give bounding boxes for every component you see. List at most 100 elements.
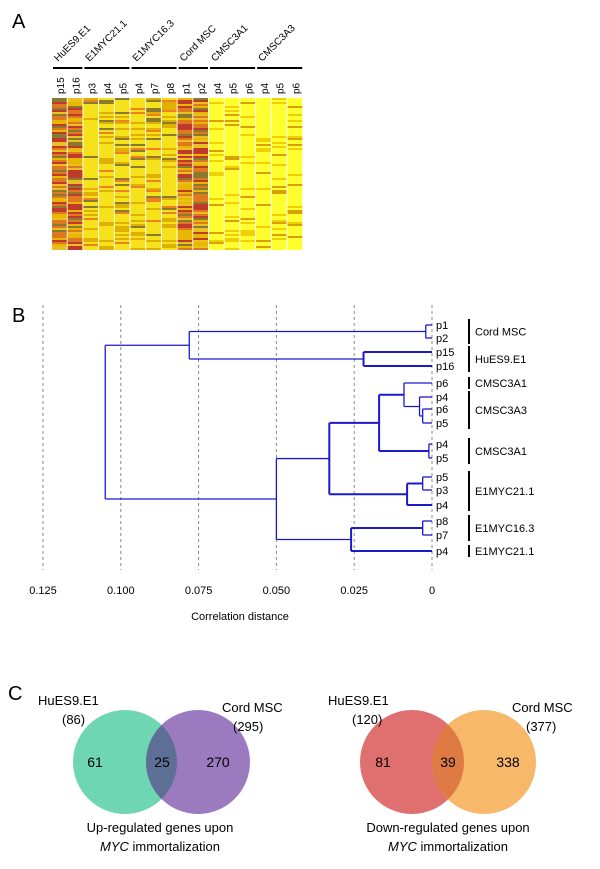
group-label: E1MYC21.1 (84, 18, 130, 64)
heatmap-stripe (146, 148, 161, 150)
heatmap-stripe (83, 198, 99, 200)
heatmap-stripe (193, 204, 208, 206)
heatmap-stripe (52, 242, 67, 244)
heatmap-stripe (67, 128, 83, 130)
heatmap-stripe (146, 158, 161, 160)
heatmap-stripe (193, 168, 208, 170)
venn-left-b-name: Cord MSC (222, 700, 283, 715)
heatmap-stripe (99, 116, 114, 118)
heatmap-stripe (287, 114, 303, 116)
passage-label: p5 (276, 82, 287, 94)
heatmap-stripe (52, 210, 67, 212)
heatmap-stripe (224, 166, 240, 168)
heatmap-stripe (99, 158, 114, 160)
heatmap-stripe (83, 100, 99, 102)
passage-label: p8 (166, 82, 177, 94)
heatmap-stripe (161, 126, 177, 128)
tick-label: 0.025 (340, 585, 368, 597)
heatmap-stripe (193, 218, 208, 220)
heatmap-stripe (130, 108, 146, 110)
heatmap-stripe (52, 140, 67, 142)
heatmap-stripe (209, 128, 224, 130)
heatmap-stripe (130, 122, 146, 124)
venn-left-b-only: 270 (206, 754, 230, 770)
heatmap-stripe (177, 206, 193, 208)
heatmap-stripe (177, 168, 193, 170)
venn-left-b-count: (295) (233, 719, 263, 734)
venn-left-caption-1: Up-regulated genes upon (87, 820, 234, 835)
heatmap-stripe (256, 204, 271, 206)
x-axis: 0.125 0.100 0.075 0.050 0.025 0 (29, 585, 435, 597)
heatmap-stripe (240, 196, 256, 198)
heatmap-stripe (161, 104, 177, 106)
venn-circle-cord-msc (146, 710, 250, 814)
heatmap-stripe (224, 230, 240, 232)
heatmap-stripe (130, 156, 146, 158)
heatmap-stripe (67, 154, 83, 156)
leaf-label: p4 (436, 392, 448, 404)
heatmap-column (240, 98, 256, 250)
heatmap-stripe (193, 160, 208, 162)
heatmap-stripe (177, 114, 193, 116)
heatmap-stripe (161, 208, 177, 210)
heatmap-stripe (67, 196, 83, 198)
heatmap-stripe (271, 146, 287, 148)
heatmap-stripe (99, 122, 114, 124)
heatmap-stripe (52, 152, 67, 154)
heatmap-stripe (177, 150, 193, 152)
leaf-label: p2 (436, 333, 448, 345)
heatmap-stripe (271, 190, 287, 192)
heatmap-stripe (256, 140, 271, 142)
heatmap-stripe (177, 220, 193, 222)
heatmap-stripe (177, 236, 193, 238)
heatmap-stripe (67, 178, 83, 180)
heatmap-stripe (114, 150, 130, 152)
tick-label: 0 (429, 585, 435, 597)
heatmap-stripe (287, 144, 303, 146)
heatmap-stripe (177, 240, 193, 242)
heatmap-stripe (271, 164, 287, 166)
heatmap-stripe (83, 218, 99, 220)
heatmap-stripe (130, 144, 146, 146)
heatmap-cell-bg (240, 98, 256, 250)
heatmap-stripe (256, 172, 271, 174)
heatmap-stripe (177, 226, 193, 228)
heatmap-stripe (146, 120, 161, 122)
heatmap-stripe (287, 212, 303, 214)
heatmap-stripe (224, 106, 240, 108)
heatmap-stripe (52, 160, 67, 162)
heatmap-stripe (193, 184, 208, 186)
heatmap-column (130, 98, 146, 250)
heatmap-stripe (67, 130, 83, 132)
heatmap-stripe (67, 192, 83, 194)
heatmap-stripe (177, 188, 193, 190)
heatmap-stripe (67, 204, 83, 206)
heatmap-stripe (114, 162, 130, 164)
venn-right-b-name: Cord MSC (512, 700, 573, 715)
heatmap-stripe (177, 100, 193, 102)
heatmap-stripe (271, 178, 287, 180)
heatmap-stripe (114, 128, 130, 130)
heatmap-stripe (52, 172, 67, 174)
heatmap-stripe (99, 128, 114, 130)
heatmap-stripe (99, 136, 114, 138)
heatmap-stripe (52, 176, 67, 178)
heatmap-stripe (114, 164, 130, 166)
heatmap-stripe (99, 160, 114, 162)
heatmap-stripe (177, 118, 193, 120)
heatmap-stripe (193, 120, 208, 122)
clade-label: CMSC3A1 (475, 446, 527, 458)
heatmap-stripe (177, 228, 193, 230)
heatmap-stripe (177, 138, 193, 140)
heatmap-stripe (224, 234, 240, 236)
heatmap-stripe (52, 244, 67, 246)
heatmap-stripe (130, 248, 146, 250)
heatmap-stripe (67, 114, 83, 116)
heatmap-stripe (130, 166, 146, 168)
heatmap-stripe (193, 178, 208, 180)
heatmap-stripe (67, 110, 83, 112)
heatmap-stripe (67, 208, 83, 210)
heatmap-stripe (114, 122, 130, 124)
heatmap-stripe (52, 226, 67, 228)
heatmap-stripe (146, 174, 161, 176)
